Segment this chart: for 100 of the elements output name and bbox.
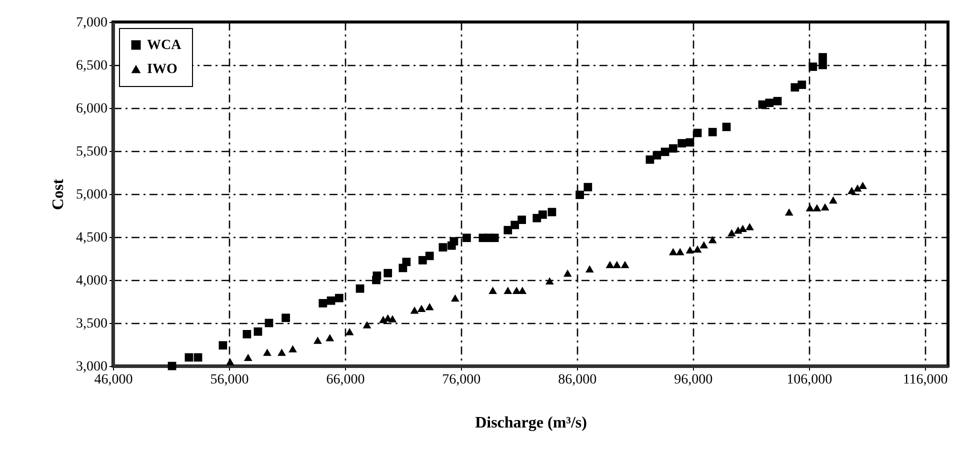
point <box>194 353 202 362</box>
point <box>288 345 297 352</box>
point <box>326 334 334 342</box>
point <box>812 204 822 212</box>
point <box>853 184 862 192</box>
point <box>765 98 774 108</box>
point <box>700 241 708 248</box>
point <box>282 314 290 322</box>
point <box>318 299 328 308</box>
y-tick-label: 4,000 <box>76 274 108 288</box>
point <box>314 336 322 344</box>
point <box>798 80 806 89</box>
legend-label: IWO <box>147 62 178 77</box>
point <box>345 328 354 336</box>
point <box>585 265 594 272</box>
y-tick-label: 3,500 <box>76 316 108 332</box>
point <box>438 243 448 252</box>
point <box>278 348 286 356</box>
point <box>372 272 382 280</box>
point <box>242 330 252 338</box>
point <box>218 341 228 350</box>
point <box>708 128 717 136</box>
point <box>410 306 419 314</box>
point <box>334 294 344 302</box>
x-tick-label: 86,000 <box>558 372 597 388</box>
point <box>450 294 460 302</box>
y-tick-label: 5,000 <box>76 188 108 202</box>
point <box>488 286 497 294</box>
point <box>450 237 458 246</box>
point <box>504 226 512 234</box>
x-tick-label: 106,000 <box>786 372 832 388</box>
legend-label: WCA <box>147 38 182 53</box>
point <box>545 277 554 284</box>
x-tick-label: 116,000 <box>902 372 948 388</box>
point <box>728 229 736 236</box>
y-tick-label: 3,000 <box>76 360 108 374</box>
point <box>326 296 336 305</box>
point <box>693 128 702 138</box>
point <box>263 348 272 356</box>
point <box>818 53 827 62</box>
point <box>693 245 702 253</box>
point <box>708 236 717 244</box>
point <box>660 148 670 156</box>
point <box>384 268 392 278</box>
point <box>264 318 274 328</box>
point <box>773 96 782 106</box>
y-tick-label: 6,500 <box>76 58 108 74</box>
point <box>606 260 614 268</box>
point <box>548 208 556 216</box>
point <box>490 234 499 242</box>
point <box>362 321 372 328</box>
point <box>425 252 434 260</box>
y-tick-label: 4,500 <box>76 230 108 246</box>
point <box>738 224 747 232</box>
y-tick-label: 5,500 <box>76 144 108 160</box>
y-axis-title: Cost <box>50 178 67 210</box>
point <box>504 286 512 294</box>
y-tick-label: 7,000 <box>76 16 108 30</box>
y-tick-label: 6,000 <box>76 102 108 116</box>
point <box>820 203 830 211</box>
x-axis-title: Discharge (m³/s) <box>475 414 587 432</box>
point <box>563 269 572 277</box>
point <box>668 144 678 153</box>
x-tick-label: 66,000 <box>326 372 365 388</box>
point <box>612 260 622 268</box>
point <box>620 260 630 268</box>
point <box>784 208 794 216</box>
point <box>722 122 731 132</box>
point <box>668 248 678 256</box>
point <box>417 304 426 312</box>
point <box>686 246 694 254</box>
point <box>676 248 684 256</box>
point <box>356 284 364 293</box>
point <box>518 216 526 224</box>
point <box>418 256 427 264</box>
point <box>584 182 592 192</box>
point <box>829 196 838 204</box>
point <box>402 258 411 266</box>
point <box>254 327 262 336</box>
point <box>686 138 694 147</box>
point <box>858 182 867 190</box>
point <box>806 204 814 212</box>
point <box>510 220 520 230</box>
point <box>576 190 584 200</box>
point <box>652 151 662 160</box>
x-tick-label: 96,000 <box>674 372 713 388</box>
point <box>168 362 176 370</box>
point <box>462 234 471 242</box>
point <box>425 303 434 310</box>
point <box>226 358 234 366</box>
point <box>818 60 827 70</box>
point <box>746 223 754 230</box>
point <box>538 210 547 219</box>
point <box>388 315 397 322</box>
x-tick-label: 76,000 <box>442 372 481 388</box>
x-tick-label: 46,000 <box>94 372 133 388</box>
point <box>848 186 856 194</box>
point <box>184 353 194 362</box>
point <box>678 139 686 148</box>
point <box>808 62 818 71</box>
